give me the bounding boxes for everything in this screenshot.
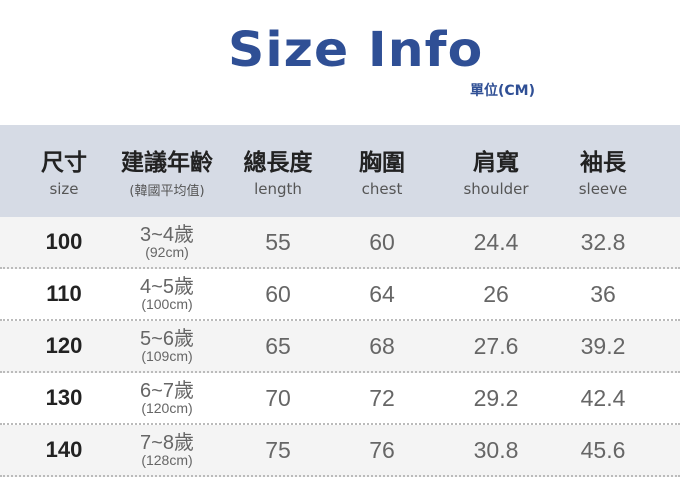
age-cell: 5~6歲 (109cm): [102, 321, 232, 371]
shoulder-cell: 26: [483, 280, 509, 307]
length-cell: 60: [265, 280, 291, 307]
size-cell: 140: [45, 437, 83, 462]
column-header-3: 胸圍: [359, 150, 405, 176]
column-header-0: 尺寸: [41, 150, 87, 176]
age-range: 7~8歲: [140, 432, 194, 454]
table-row: 110 4~5歲 (100cm) 60 64 26 36: [0, 269, 680, 321]
age-cell: 6~7歲 (120cm): [102, 373, 232, 423]
age-range: 6~7歲: [140, 380, 194, 402]
avg-height: (120cm): [141, 400, 193, 416]
age-cell: 3~4歲 (92cm): [102, 217, 232, 267]
length-cell: 70: [265, 384, 291, 411]
age-cell: 4~5歲 (100cm): [102, 269, 232, 319]
column-header-4: 肩寬: [473, 150, 519, 176]
sleeve-cell: 32.8: [580, 228, 626, 255]
length-cell: 65: [265, 332, 291, 359]
table-row: 120 5~6歲 (109cm) 65 68 27.6 39.2: [0, 321, 680, 373]
age-cell: 7~8歲 (128cm): [102, 425, 232, 475]
sleeve-cell: 42.4: [580, 384, 626, 411]
age-range: 4~5歲: [140, 276, 194, 298]
chest-cell: 60: [369, 228, 395, 255]
page-title: Size Info: [228, 22, 484, 78]
column-header-2: 總長度: [243, 150, 313, 176]
shoulder-cell: 30.8: [473, 436, 519, 463]
chest-cell: 72: [369, 384, 395, 411]
chest-cell: 76: [369, 436, 395, 463]
table-header: [0, 125, 680, 217]
column-subheader-3: chest: [361, 180, 403, 198]
size-cell: 130: [45, 385, 83, 410]
column-subheader-4: shoulder: [463, 180, 529, 198]
table-row: 140 7~8歲 (128cm) 75 76 30.8 45.6: [0, 425, 680, 477]
shoulder-cell: 29.2: [473, 384, 519, 411]
shoulder-cell: 27.6: [473, 332, 519, 359]
avg-height: (100cm): [141, 296, 193, 312]
chest-cell: 64: [369, 280, 395, 307]
column-subheader-0: size: [49, 180, 79, 198]
sleeve-cell: 39.2: [580, 332, 626, 359]
column-subheader-5: sleeve: [578, 180, 628, 198]
age-range: 3~4歲: [140, 224, 194, 246]
column-subheader-2: length: [254, 180, 302, 198]
shoulder-cell: 24.4: [473, 228, 519, 255]
length-cell: 75: [265, 436, 291, 463]
avg-height: (92cm): [145, 244, 189, 260]
age-range: 5~6歲: [140, 328, 194, 350]
table-row: 100 3~4歲 (92cm) 55 60 24.4 32.8: [0, 217, 680, 269]
column-header-5: 袖長: [580, 150, 626, 176]
unit-label: 單位(CM): [470, 83, 536, 99]
size-cell: 120: [45, 333, 83, 358]
table-row: 130 6~7歲 (120cm) 70 72 29.2 42.4: [0, 373, 680, 425]
size-cell: 100: [45, 229, 83, 254]
chest-cell: 68: [369, 332, 395, 359]
length-cell: 55: [265, 228, 291, 255]
avg-height: (109cm): [141, 348, 193, 364]
avg-height: (128cm): [141, 452, 193, 468]
column-header-1: 建議年齡: [121, 150, 213, 176]
sleeve-cell: 45.6: [580, 436, 626, 463]
sleeve-cell: 36: [590, 280, 616, 307]
size-cell: 110: [46, 281, 82, 306]
column-subheader-1: (韓國平均值): [129, 184, 205, 199]
